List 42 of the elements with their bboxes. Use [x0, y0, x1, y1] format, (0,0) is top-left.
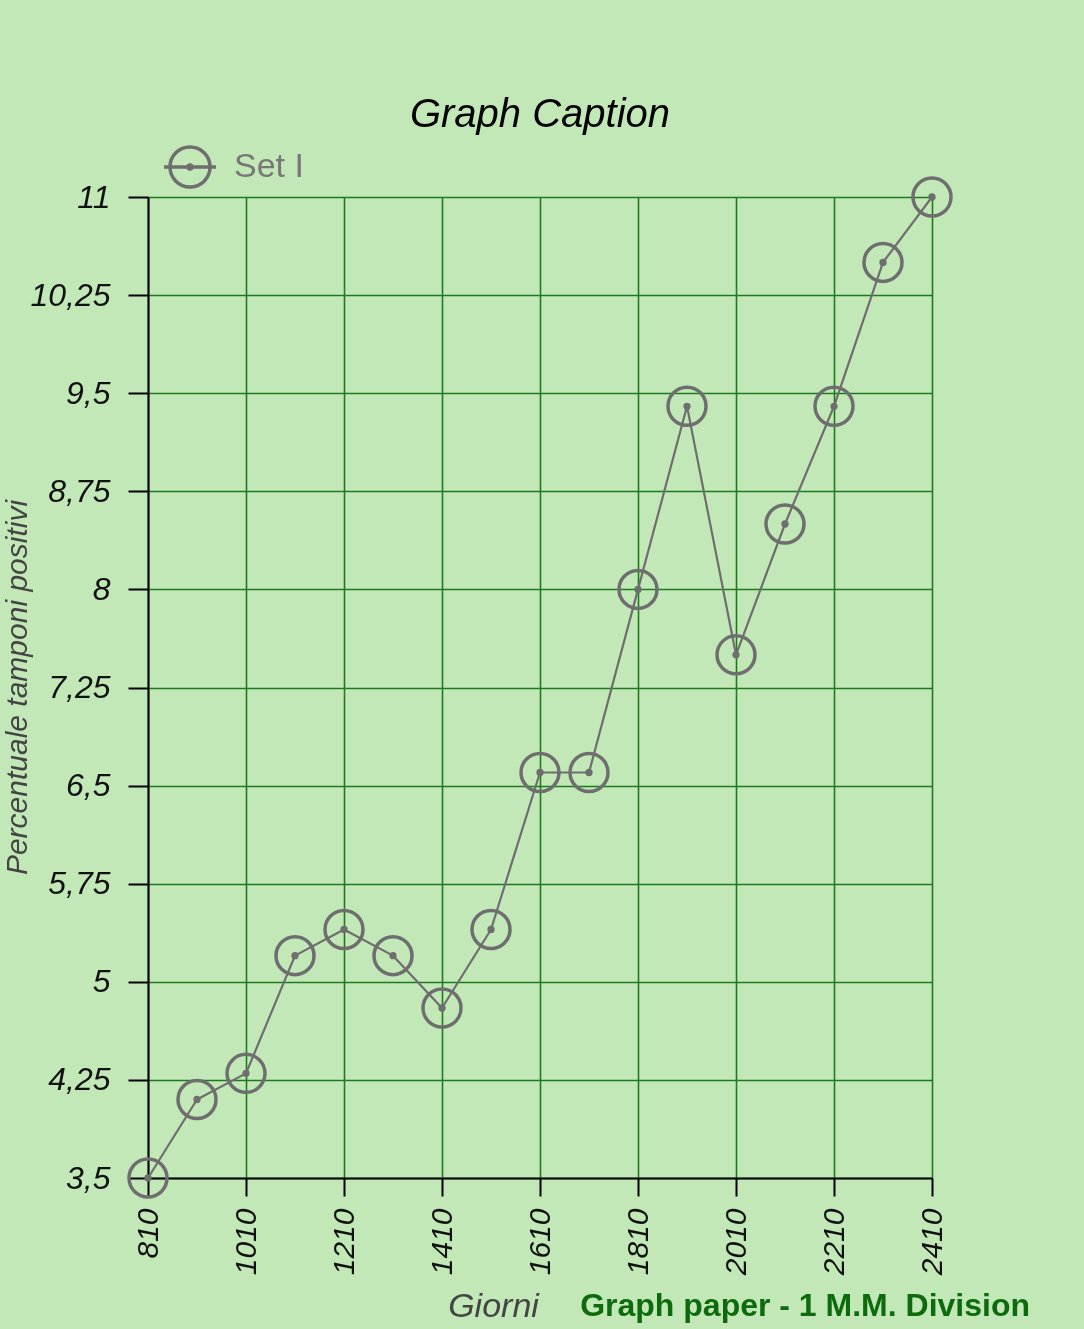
y-tick-label: 4,25	[48, 1061, 111, 1098]
point	[862, 241, 904, 284]
point	[176, 1078, 218, 1121]
x-tick-label: 2010	[718, 1208, 752, 1277]
point	[470, 908, 512, 951]
point	[764, 503, 806, 545]
x-tick-label: 1810	[620, 1208, 654, 1276]
x-tick-label: 810	[130, 1208, 164, 1259]
point	[519, 751, 561, 794]
y-tick-label: 11	[77, 178, 111, 215]
x-tick-label: 1610	[522, 1208, 556, 1276]
x-tick-label: 2410	[914, 1208, 948, 1277]
text: Graph paper - 1 M.M. Division	[580, 1287, 1030, 1323]
y-tick-label: 9,5	[66, 374, 111, 411]
point	[372, 934, 414, 977]
x-tick-label: 2210	[816, 1208, 850, 1277]
point	[617, 568, 659, 611]
x-tick-label: 1410	[424, 1208, 458, 1276]
point	[323, 908, 365, 951]
point	[715, 634, 757, 676]
y-tick-label: 6,5	[66, 767, 111, 804]
point	[225, 1052, 267, 1095]
point	[274, 934, 316, 977]
y-tick-label: 7,25	[48, 669, 111, 705]
point	[421, 987, 463, 1029]
point	[666, 385, 708, 428]
x-axis-title: Giorni	[448, 1285, 541, 1324]
point	[127, 1157, 169, 1199]
x-tick-label: 1010	[228, 1208, 262, 1276]
y-tick-label: 3,5	[66, 1159, 111, 1196]
y-tick-label: 8,75	[48, 472, 111, 509]
point	[813, 385, 855, 428]
y-tick-label: 5	[92, 963, 111, 1000]
y-tick-label: 8	[92, 570, 111, 607]
y-tick-label: 10,25	[30, 276, 111, 313]
y-tick-label: 5,75	[48, 865, 111, 902]
y-axis-title: Percentuale tamponi positivi	[0, 498, 33, 876]
point	[911, 176, 953, 218]
chart-title: Graph Caption	[409, 91, 671, 135]
x-tick-label: 1210	[326, 1208, 360, 1276]
point	[568, 751, 610, 794]
legend-label: Set I	[234, 146, 304, 184]
